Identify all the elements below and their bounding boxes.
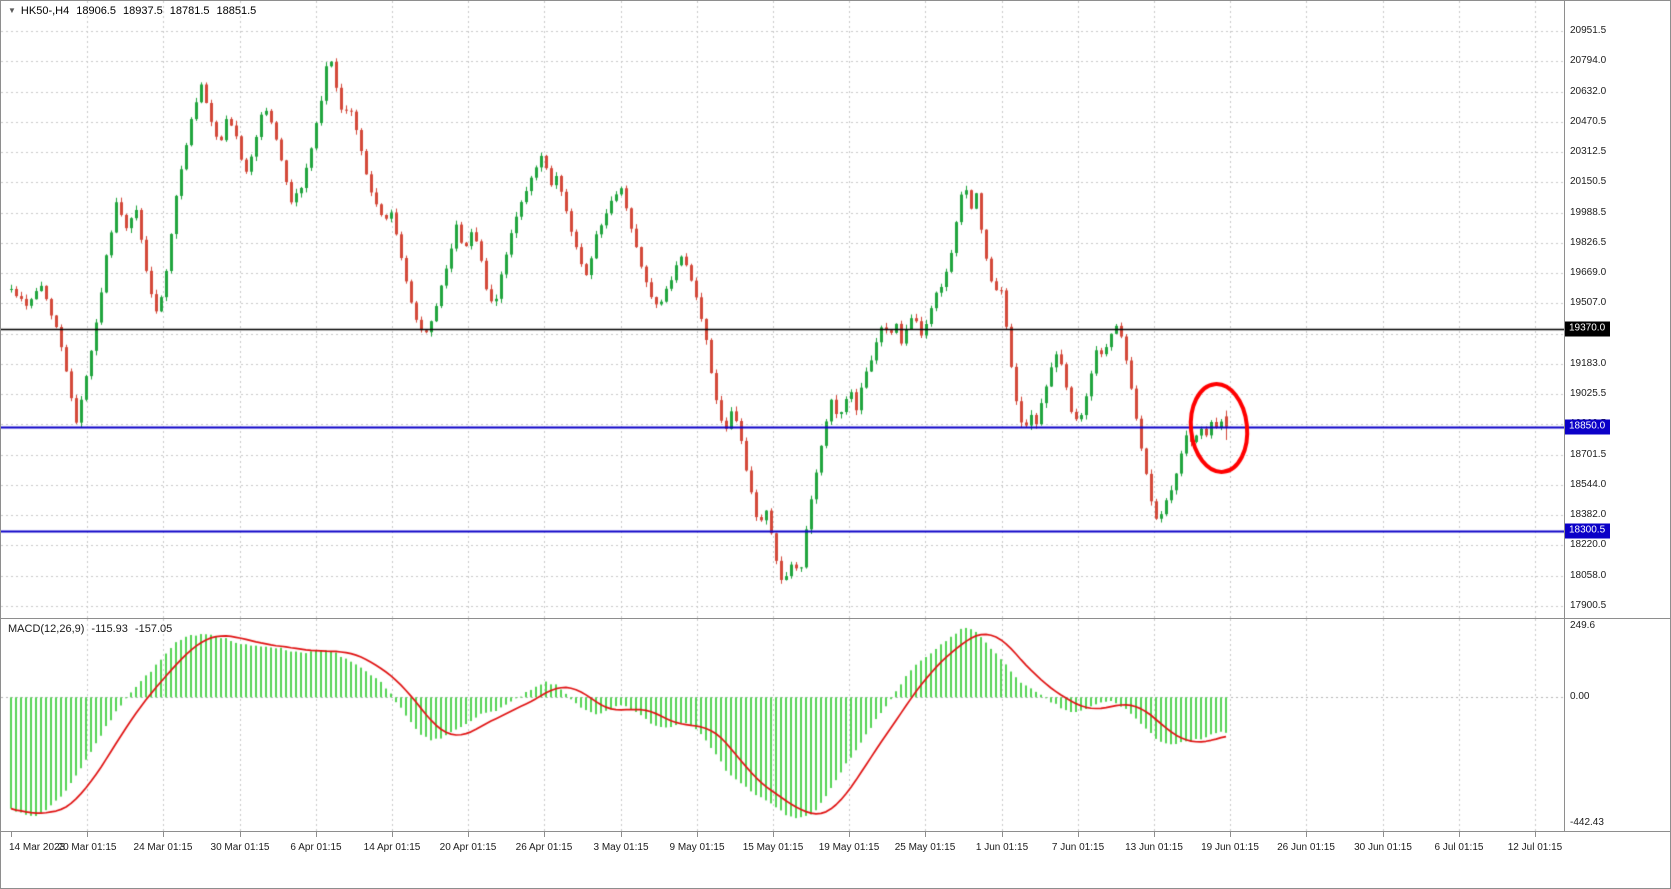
time-axis-label: 14 Mar 2023 (9, 842, 66, 853)
time-axis-tick (1230, 832, 1231, 837)
time-axis-tick (1078, 832, 1079, 837)
price-axis-label: 18701.5 (1570, 448, 1607, 460)
time-axis-label: 25 May 01:15 (894, 842, 956, 853)
price-line-badge: 18850.0 (1565, 419, 1611, 435)
symbol-period-label: HK50-,H4 (20, 5, 70, 17)
time-axis-label: 6 Jul 01:15 (1434, 842, 1484, 853)
time-axis[interactable]: 14 Mar 2023 20 Mar 01:15 24 Mar 01:15 30 Ma… (1, 832, 1670, 888)
time-axis-tick (11, 832, 12, 837)
time-axis-label: 20 Mar 01:15 (57, 842, 117, 853)
price-axis-label: 19669.0 (1570, 267, 1607, 279)
time-axis-tick (1306, 832, 1307, 837)
time-axis-label: 14 Apr 01:15 (363, 842, 421, 853)
time-axis-tick (468, 832, 469, 837)
price-axis-label: 19183.0 (1570, 357, 1607, 369)
price-axis[interactable]: 20951.5 20794.0 20632.0 20470.5 20312.5 20150… (1565, 1, 1670, 618)
time-axis-tick (1002, 832, 1003, 837)
time-axis-tick (1459, 832, 1460, 837)
macd-indicator-canvas[interactable] (1, 619, 1564, 831)
time-axis-label: 30 Jun 01:15 (1354, 842, 1412, 853)
macd-axis[interactable]: 249.6 0.00 -442.43 (1565, 619, 1670, 830)
quote-low: 18781.5 (169, 5, 210, 17)
quote-high: 18937.5 (122, 5, 163, 17)
time-axis-tick (1383, 832, 1384, 837)
price-axis-label: 19988.5 (1570, 206, 1607, 218)
time-axis-label: 19 Jun 01:15 (1201, 842, 1259, 853)
time-axis-tick (87, 832, 88, 837)
price-axis-label: 20632.0 (1570, 85, 1607, 97)
time-axis-label: 26 Apr 01:15 (515, 842, 573, 853)
time-axis-label: 20 Apr 01:15 (439, 842, 497, 853)
time-axis-label: 24 Mar 01:15 (133, 842, 193, 853)
chart-dropdown-icon: ▼ (8, 6, 16, 15)
symbol-info: ▼ HK50-,H4 18906.5 18937.5 18781.5 18851.5 (8, 5, 256, 17)
price-axis-label: 18220.0 (1570, 539, 1607, 551)
price-axis-label: 20150.5 (1570, 176, 1607, 188)
time-axis-tick (544, 832, 545, 837)
time-axis-label: 6 Apr 01:15 (290, 842, 342, 853)
price-axis-label: 17900.5 (1570, 600, 1607, 611)
macd-name: MACD(12,26,9) (8, 623, 85, 635)
time-axis-tick (1154, 832, 1155, 837)
price-axis-label: 19826.5 (1570, 236, 1607, 248)
price-axis-label: 19025.5 (1570, 388, 1607, 400)
time-axis-tick (925, 832, 926, 837)
macd-signal-value: -157.05 (134, 623, 173, 635)
time-axis-label: 26 Jun 01:15 (1277, 842, 1335, 853)
price-chart-canvas[interactable] (1, 1, 1564, 618)
macd-indicator-label: MACD(12,26,9) -115.93 -157.05 (8, 623, 172, 635)
time-axis-tick (392, 832, 393, 837)
time-axis-tick (240, 832, 241, 837)
axis-separator (1564, 1, 1565, 832)
time-axis-tick (773, 832, 774, 837)
time-axis-label: 13 Jun 01:15 (1125, 842, 1183, 853)
price-axis-label: 18382.0 (1570, 509, 1607, 521)
time-axis-label: 3 May 01:15 (593, 842, 649, 853)
price-line-badge: 18300.5 (1565, 523, 1611, 539)
price-axis-label: 20470.5 (1570, 115, 1607, 127)
time-axis-label: 9 May 01:15 (669, 842, 725, 853)
price-axis-label: 18058.0 (1570, 569, 1607, 581)
price-line-badge: 19370.0 (1565, 321, 1611, 337)
time-axis-label: 15 May 01:15 (742, 842, 804, 853)
macd-axis-label: 249.6 (1570, 620, 1596, 631)
price-axis-label: 18544.0 (1570, 478, 1607, 490)
price-axis-label: 20794.0 (1570, 55, 1607, 67)
time-axis-tick (1535, 832, 1536, 837)
price-axis-label: 20951.5 (1570, 25, 1607, 36)
time-axis-label: 7 Jun 01:15 (1051, 842, 1105, 853)
macd-axis-label: 0.00 (1570, 691, 1590, 703)
time-axis-tick (849, 832, 850, 837)
price-axis-label: 19507.0 (1570, 297, 1607, 309)
quote-open: 18906.5 (76, 5, 116, 17)
macd-value: -115.93 (91, 623, 128, 635)
axis-divider (1, 831, 1670, 832)
macd-axis-label: -442.43 (1570, 817, 1604, 828)
time-axis-label: 19 May 01:15 (818, 842, 880, 853)
time-axis-tick (697, 832, 698, 837)
price-axis-label: 20312.5 (1570, 146, 1607, 158)
time-axis-tick (621, 832, 622, 837)
time-axis-label: 30 Mar 01:15 (210, 842, 270, 853)
time-axis-label: 12 Jul 01:15 (1507, 842, 1563, 853)
time-axis-tick (163, 832, 164, 837)
quote-close: 18851.5 (216, 5, 257, 17)
time-axis-tick (316, 832, 317, 837)
time-axis-label: 1 Jun 01:15 (975, 842, 1029, 853)
pane-divider[interactable] (1, 618, 1670, 619)
